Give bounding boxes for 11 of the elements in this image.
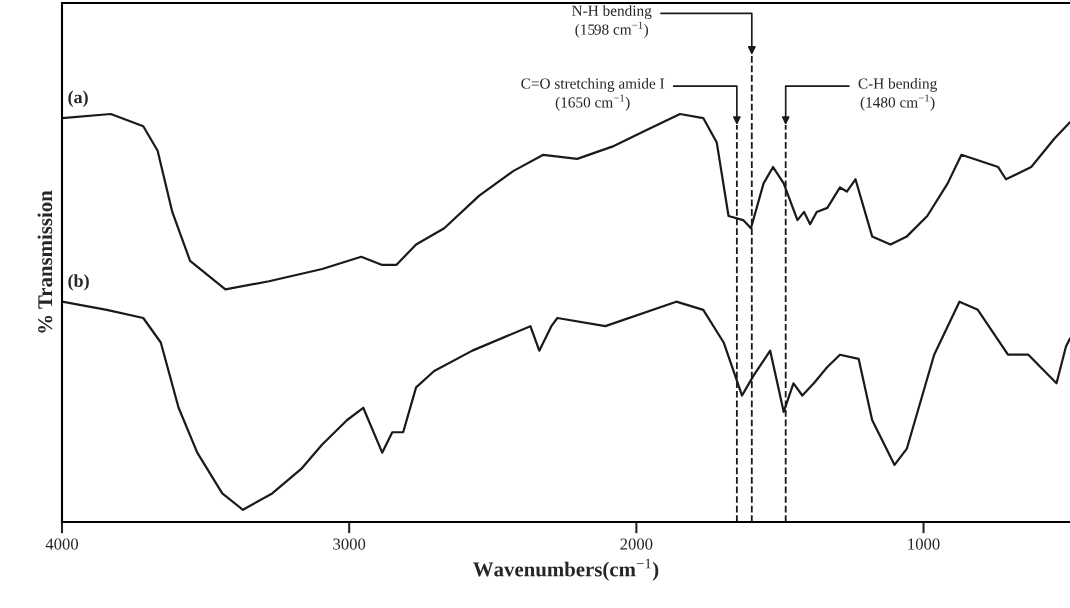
- x-tick-label: 3000: [333, 538, 366, 550]
- x-tick-label: 1000: [908, 538, 940, 550]
- ref-line-label: N-H bending (1598 cm$^{−1}$): [572, 5, 652, 38]
- x-tick-label: 4000: [45, 538, 79, 550]
- y-axis-title: % Transmission: [37, 190, 53, 333]
- series-label: (b): [68, 274, 89, 291]
- ref-line-label: C=O stretching amide I (1650 cm$^{−1}$): [521, 77, 665, 111]
- series-label: (a): [68, 90, 88, 107]
- ref-line-label: C-H bending (1480 cm$^{−1}$): [858, 77, 937, 111]
- x-tick-label: 2000: [620, 538, 653, 550]
- x-axis-title: Wavenumbers(cm$^{−1}$): [473, 558, 659, 581]
